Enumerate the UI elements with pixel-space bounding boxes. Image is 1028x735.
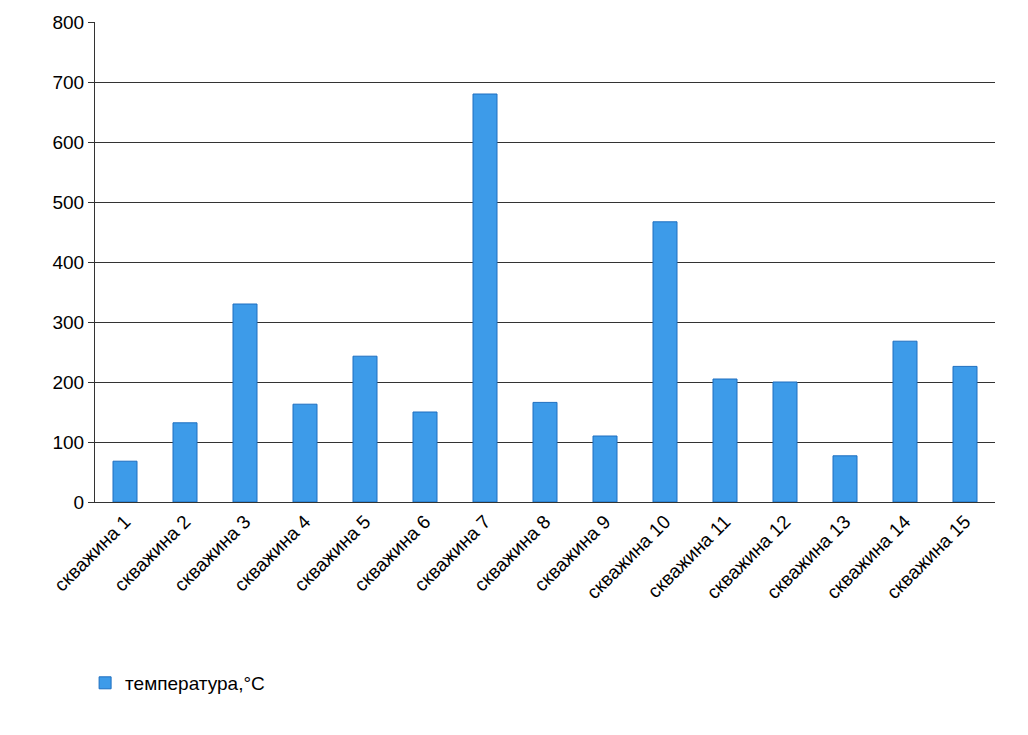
svg-text:скважина 4: скважина 4 [230,511,315,596]
svg-text:600: 600 [52,132,84,153]
svg-text:скважина 3: скважина 3 [170,511,254,595]
svg-text:200: 200 [52,372,84,393]
svg-text:скважина 6: скважина 6 [350,511,434,595]
svg-text:500: 500 [52,192,84,213]
svg-text:100: 100 [52,432,84,453]
svg-text:скважина 7: скважина 7 [410,511,494,595]
svg-text:скважина 10: скважина 10 [583,511,675,603]
svg-text:скважина 15: скважина 15 [883,511,975,603]
svg-text:скважина 9: скважина 9 [530,511,614,595]
svg-text:800: 800 [52,12,84,33]
svg-text:скважина 11: скважина 11 [644,511,735,602]
svg-text:скважина 13: скважина 13 [763,511,855,603]
svg-text:температура,°C: температура,°C [125,673,265,694]
svg-text:скважина 14: скважина 14 [823,511,915,603]
svg-text:скважина 1: скважина 1 [50,511,134,595]
svg-text:скважина 5: скважина 5 [290,511,374,595]
svg-text:скважина 2: скважина 2 [110,511,194,595]
svg-text:скважина 12: скважина 12 [703,511,795,603]
svg-text:400: 400 [52,252,84,273]
svg-text:300: 300 [52,312,84,333]
svg-text:700: 700 [52,72,84,93]
svg-text:0: 0 [74,492,85,513]
svg-text:скважина 8: скважина 8 [470,511,554,595]
